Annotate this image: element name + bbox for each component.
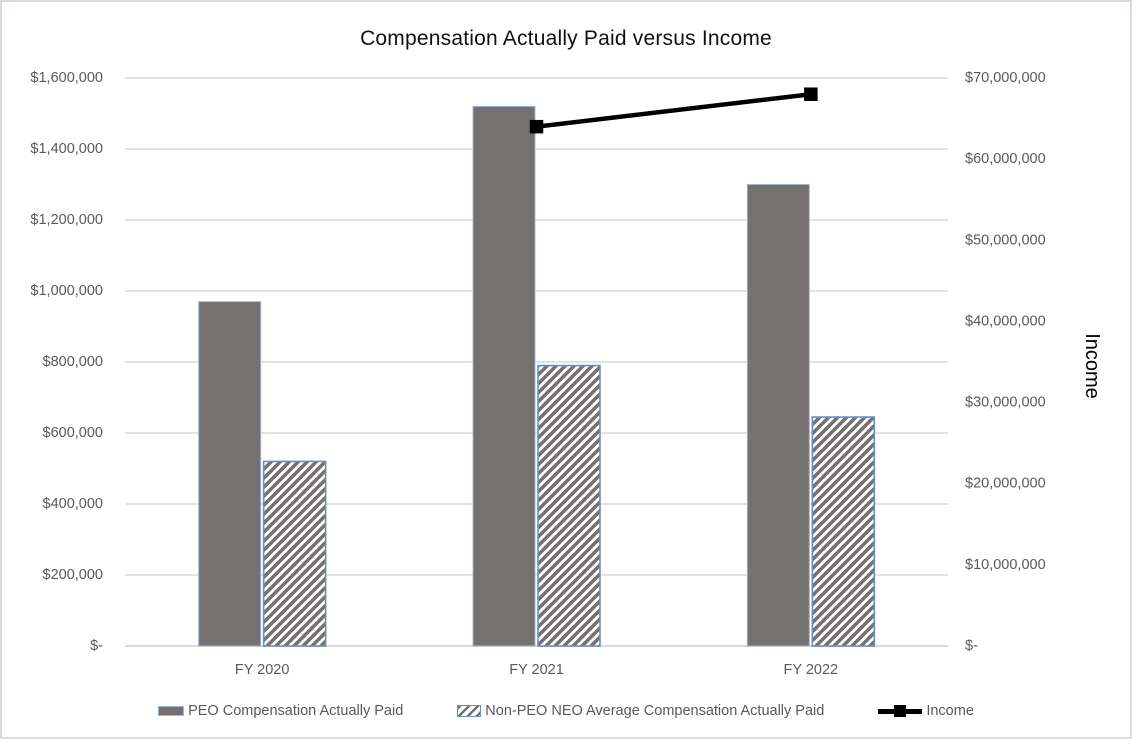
right-axis-tick-label: $10,000,000 <box>965 557 1046 573</box>
right-axis-tick-label: $- <box>965 638 978 654</box>
right-axis-tick-label: $50,000,000 <box>965 232 1046 248</box>
x-axis-category-label: FY 2021 <box>509 662 564 678</box>
left-axis-tick-label: $200,000 <box>43 567 103 583</box>
legend-item-non-peo: Non-PEO NEO Average Compensation Actuall… <box>457 703 824 719</box>
bar-peo-compensation-act-fy-2020 <box>198 301 262 647</box>
chart-title: Compensation Actually Paid versus Income <box>360 27 772 50</box>
bar-non-peo-neo-average--fy-2022 <box>811 416 876 647</box>
income-marker-fy-2021 <box>529 119 544 134</box>
right-axis-tick-label: $60,000,000 <box>965 151 1046 167</box>
left-axis-tick-label: $800,000 <box>43 354 103 370</box>
x-axis-category-label: FY 2020 <box>235 662 290 678</box>
bar-non-peo-neo-average--fy-2020 <box>262 460 327 647</box>
right-axis-tick-label: $70,000,000 <box>965 70 1046 86</box>
right-axis-tick-label: $40,000,000 <box>965 313 1046 329</box>
left-axis-tick-label: $1,200,000 <box>30 212 103 228</box>
left-axis-tick-label: $- <box>90 638 103 654</box>
legend-label-peo: PEO Compensation Actually Paid <box>188 703 404 719</box>
left-axis-tick-label: $1,600,000 <box>30 70 103 86</box>
left-axis-tick-label: $400,000 <box>43 496 103 512</box>
income-line <box>536 91 812 129</box>
right-axis-tick-label: $30,000,000 <box>965 395 1046 411</box>
left-axis-tick-label: $600,000 <box>43 425 103 441</box>
legend-label-income: Income <box>926 703 974 719</box>
legend-item-income: Income <box>878 703 974 719</box>
solid-bar-swatch-icon <box>158 706 185 716</box>
bar-peo-compensation-act-fy-2021 <box>472 105 536 647</box>
bar-peo-compensation-act-fy-2022 <box>746 184 810 647</box>
left-axis-tick-label: $1,400,000 <box>30 141 103 157</box>
x-axis-category-label: FY 2022 <box>784 662 839 678</box>
left-axis-tick-label: $1,000,000 <box>30 283 103 299</box>
legend-item-peo: PEO Compensation Actually Paid <box>158 703 403 719</box>
line-marker-swatch-icon <box>878 704 923 717</box>
bar-non-peo-neo-average--fy-2021 <box>537 364 601 647</box>
legend: PEO Compensation Actually Paid Non-PEO N… <box>2 703 1130 719</box>
legend-label-non-peo: Non-PEO NEO Average Compensation Actuall… <box>485 703 825 719</box>
secondary-axis-title: Income <box>1081 333 1103 399</box>
right-axis-tick-label: $20,000,000 <box>965 476 1046 492</box>
hatched-bar-swatch-icon <box>457 705 482 717</box>
income-marker-fy-2022 <box>804 87 818 101</box>
